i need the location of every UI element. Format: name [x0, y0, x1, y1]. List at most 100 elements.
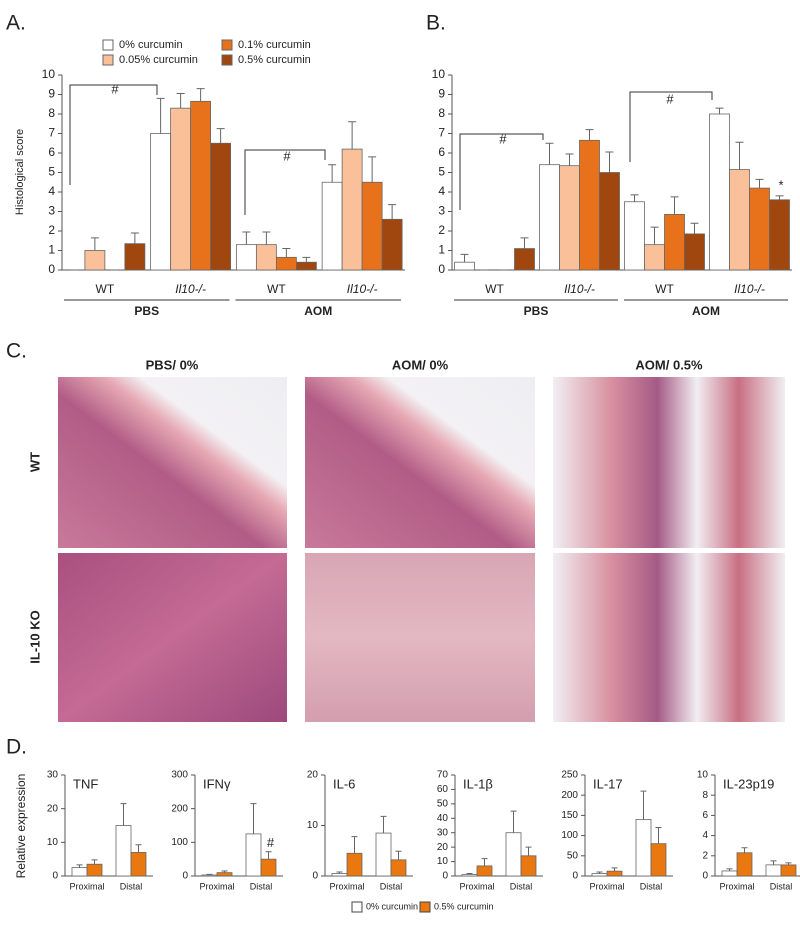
- histology-image: [553, 377, 785, 548]
- x-tick-label: Il10-/-: [347, 282, 378, 296]
- x-tick-label: Il10-/-: [734, 282, 765, 296]
- panel-c-images: [58, 377, 785, 722]
- y-tick-label: 0: [48, 262, 55, 276]
- y-tick-label: 50: [567, 850, 579, 861]
- y-tick-label: 4: [438, 184, 445, 198]
- x-tick-label: Distal: [770, 881, 793, 891]
- error-bar: [755, 178, 764, 189]
- y-tick-label: 9: [438, 87, 445, 101]
- chart-title: IL-1β: [463, 776, 493, 791]
- y-tick-label: 4: [702, 830, 708, 841]
- error-bar: [328, 164, 337, 183]
- error-bar: [176, 93, 185, 109]
- x-tick-label: Distal: [640, 881, 663, 891]
- error-bar: [525, 846, 532, 856]
- significance-bracket: [459, 133, 544, 210]
- y-tick-label: 4: [48, 184, 55, 198]
- error-bar: [545, 142, 554, 165]
- error-bar: [585, 129, 594, 141]
- bar: [341, 148, 363, 271]
- y-tick-label: 1: [438, 243, 445, 257]
- legend-label: 0.1% curcumin: [238, 39, 311, 51]
- error-bar: [156, 97, 165, 134]
- y-tick-label: 10: [437, 856, 449, 867]
- bar: [721, 870, 738, 877]
- y-tick-label: 7: [438, 126, 445, 140]
- error-bar: [741, 847, 748, 853]
- bar: [606, 870, 623, 877]
- y-tick-label: 0: [52, 871, 58, 882]
- row-label: WT: [27, 452, 42, 472]
- x-tick-label: Distal: [510, 881, 533, 891]
- y-tick-label: 100: [171, 837, 188, 848]
- legend-swatch: [419, 901, 431, 913]
- error-bar: [135, 844, 142, 853]
- bar: [210, 142, 232, 271]
- y-tick-label: 5: [438, 165, 445, 179]
- bar: [245, 833, 262, 877]
- y-tick-label: 2: [48, 223, 55, 237]
- bar: [769, 199, 790, 271]
- significance-bracket: [244, 149, 326, 215]
- error-bar: [380, 815, 387, 834]
- error-bar: [520, 237, 529, 249]
- x-tick-label: WT: [96, 282, 115, 296]
- y-tick-label: 9: [48, 87, 55, 101]
- annotation: #: [283, 148, 291, 163]
- chart-title: IL-17: [593, 776, 623, 791]
- error-bar: [368, 156, 377, 183]
- bar: [86, 863, 103, 877]
- x-tick-label: Proximal: [589, 881, 624, 891]
- y-tick-label: 10: [42, 67, 56, 81]
- panel-label: C.: [6, 340, 27, 363]
- error-bar: [120, 803, 127, 826]
- y-tick-label: 60: [437, 784, 449, 795]
- error-bar: [242, 231, 251, 245]
- y-axis-label: Histological score: [14, 129, 26, 215]
- x-tick-label: Proximal: [719, 881, 754, 891]
- legend-label: 0.5% curcumin: [434, 901, 494, 911]
- error-bar: [775, 195, 784, 200]
- error-bar: [715, 107, 724, 114]
- x-tick-label: Proximal: [329, 881, 364, 891]
- y-tick-label: 250: [561, 770, 578, 781]
- bar: [255, 244, 277, 271]
- chart-title: IFNγ: [203, 776, 231, 791]
- bar: [454, 261, 475, 271]
- histology-image: [58, 553, 287, 722]
- bar: [260, 858, 277, 877]
- y-tick-label: 100: [561, 830, 578, 841]
- y-tick-label: 200: [171, 803, 188, 814]
- bar: [331, 873, 348, 877]
- y-tick-label: 6: [438, 145, 445, 159]
- y-tick-label: 0: [438, 262, 445, 276]
- bar: [591, 873, 608, 877]
- bar: [650, 843, 667, 877]
- x-tick-label: WT: [267, 282, 286, 296]
- significance-bracket: [629, 91, 713, 162]
- y-tick-label: 0: [442, 871, 448, 882]
- bar: [84, 250, 106, 271]
- y-tick-label: 0: [312, 871, 318, 882]
- error-bar: [348, 121, 357, 150]
- error-bar: [250, 803, 257, 834]
- bar: [599, 172, 620, 271]
- legend-swatch: [221, 54, 233, 66]
- histology-image: [305, 553, 535, 722]
- group-label: PBS: [524, 304, 549, 318]
- error-bar: [630, 194, 639, 202]
- x-tick-label: Il10-/-: [564, 282, 595, 296]
- error-bar: [262, 231, 271, 245]
- bar: [664, 214, 685, 271]
- y-tick-label: 20: [307, 770, 319, 781]
- y-tick-label: 3: [438, 204, 445, 218]
- bar: [461, 874, 478, 877]
- error-bar: [90, 237, 99, 251]
- bar: [765, 864, 782, 877]
- bar: [709, 113, 730, 271]
- chart-title: IL-23p19: [723, 776, 774, 791]
- y-tick-label: 8: [438, 106, 445, 120]
- error-bar: [351, 836, 358, 854]
- bar: [644, 244, 665, 271]
